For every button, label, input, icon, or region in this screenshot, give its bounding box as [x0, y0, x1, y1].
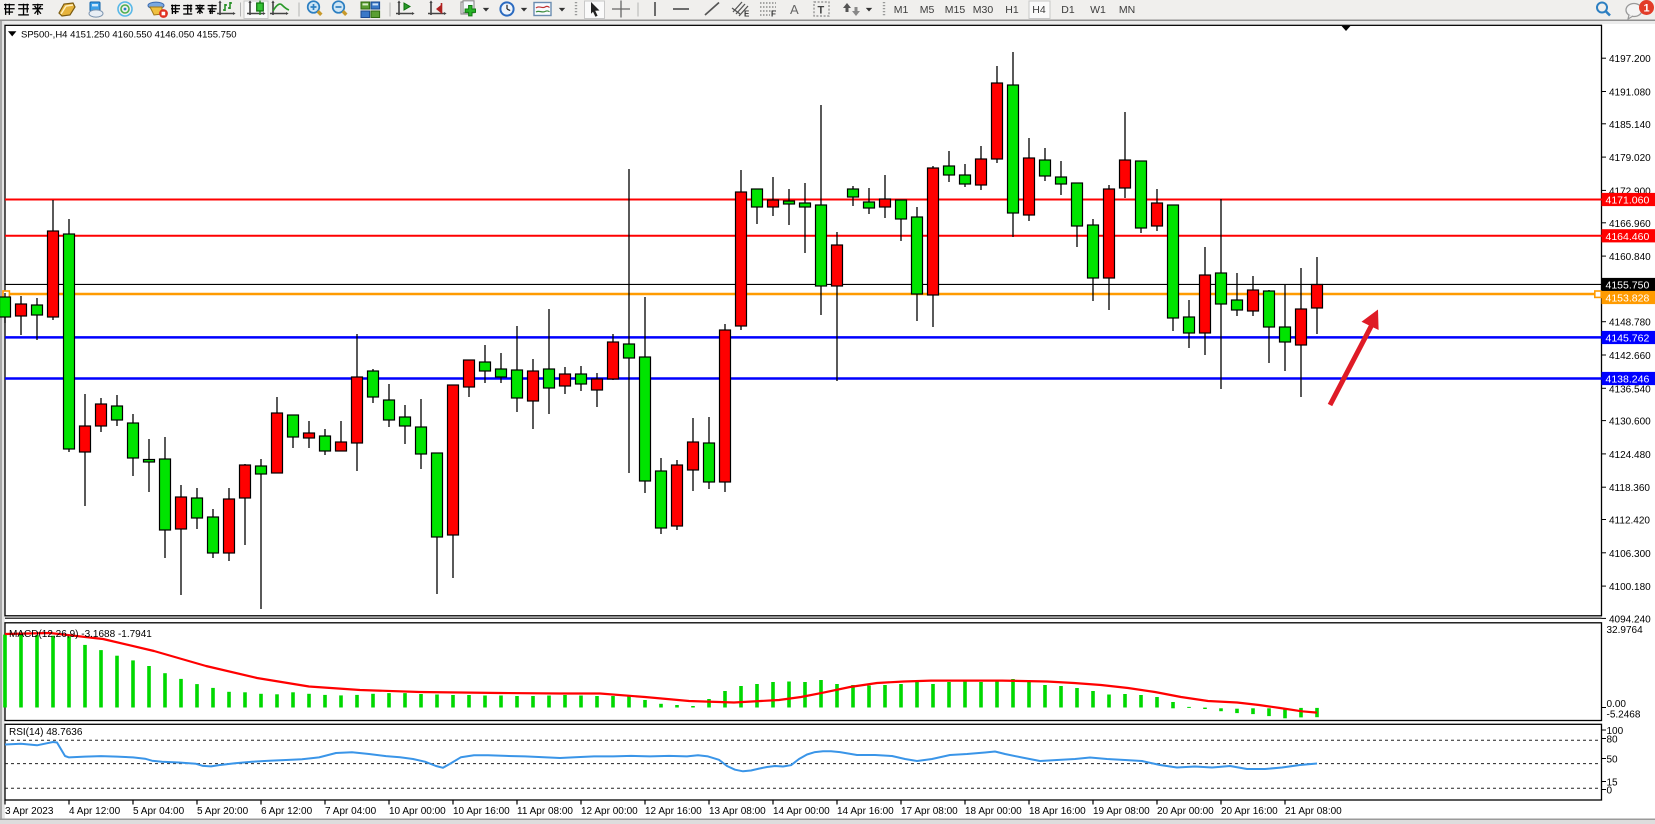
svg-text:4118.360: 4118.360: [1609, 483, 1650, 494]
svg-text:19 Apr 08:00: 19 Apr 08:00: [1093, 806, 1150, 817]
svg-text:50: 50: [1607, 755, 1619, 766]
svg-text:E: E: [744, 10, 750, 19]
svg-text:0: 0: [1607, 786, 1613, 797]
svg-text:12 Apr 00:00: 12 Apr 00:00: [581, 806, 638, 817]
svg-text:12 Apr 16:00: 12 Apr 16:00: [645, 806, 702, 817]
svg-text:10 Apr 16:00: 10 Apr 16:00: [453, 806, 510, 817]
svg-text:T: T: [818, 5, 825, 17]
svg-text:D1: D1: [1061, 4, 1075, 16]
svg-text:11 Apr 08:00: 11 Apr 08:00: [517, 806, 573, 817]
svg-text:0.00: 0.00: [1607, 699, 1627, 710]
svg-text:7 Apr 04:00: 7 Apr 04:00: [325, 806, 377, 817]
svg-text:4179.020: 4179.020: [1609, 153, 1651, 164]
svg-text:4155.750: 4155.750: [1606, 280, 1650, 292]
svg-text:4138.246: 4138.246: [1606, 374, 1650, 386]
svg-text:20 Apr 00:00: 20 Apr 00:00: [1157, 806, 1214, 817]
svg-text:4100.180: 4100.180: [1609, 582, 1651, 593]
svg-text:4145.762: 4145.762: [1606, 333, 1650, 345]
svg-text:4124.480: 4124.480: [1609, 450, 1651, 461]
svg-text:32.9764: 32.9764: [1607, 625, 1644, 636]
svg-text:4094.240: 4094.240: [1609, 614, 1651, 625]
svg-text:21 Apr 08:00: 21 Apr 08:00: [1285, 806, 1342, 817]
svg-text:15: 15: [1607, 778, 1619, 789]
svg-text:M15: M15: [945, 4, 966, 16]
svg-text:MN: MN: [1119, 4, 1135, 16]
svg-text:4191.080: 4191.080: [1609, 88, 1651, 99]
svg-text:4 Apr 12:00: 4 Apr 12:00: [69, 806, 121, 817]
svg-text:10 Apr 00:00: 10 Apr 00:00: [389, 806, 446, 817]
svg-text:M1: M1: [894, 4, 909, 16]
svg-text:4153.828: 4153.828: [1606, 293, 1650, 305]
svg-text:MACD(12,26,9) -3.1688 -1.7941: MACD(12,26,9) -3.1688 -1.7941: [9, 629, 152, 640]
svg-text:F: F: [771, 10, 776, 19]
svg-text:4166.960: 4166.960: [1609, 219, 1651, 230]
svg-text:5 Apr 04:00: 5 Apr 04:00: [133, 806, 185, 817]
svg-text:13 Apr 08:00: 13 Apr 08:00: [709, 806, 766, 817]
svg-text:14 Apr 00:00: 14 Apr 00:00: [773, 806, 830, 817]
svg-text:A: A: [790, 2, 799, 17]
svg-text:80: 80: [1607, 735, 1619, 746]
svg-text:4106.300: 4106.300: [1609, 549, 1651, 560]
svg-text:4130.600: 4130.600: [1609, 417, 1651, 428]
svg-text:4171.060: 4171.060: [1606, 195, 1650, 207]
svg-text:4160.840: 4160.840: [1609, 252, 1651, 263]
svg-text:4197.200: 4197.200: [1609, 54, 1651, 65]
svg-text:18 Apr 16:00: 18 Apr 16:00: [1029, 806, 1086, 817]
svg-text:6 Apr 12:00: 6 Apr 12:00: [261, 806, 313, 817]
svg-text:4142.660: 4142.660: [1609, 351, 1651, 362]
svg-text:17 Apr 08:00: 17 Apr 08:00: [901, 806, 958, 817]
svg-text:M5: M5: [920, 4, 935, 16]
svg-text:SP500-,H4 4151.250 4160.550 4: SP500-,H4 4151.250 4160.550 4146.050 415…: [21, 30, 237, 41]
svg-text:4112.420: 4112.420: [1609, 516, 1650, 527]
svg-text:RSI(14) 48.7636: RSI(14) 48.7636: [9, 727, 83, 738]
svg-text:W1: W1: [1090, 4, 1106, 16]
svg-text:1: 1: [1643, 3, 1649, 15]
svg-text:18 Apr 00:00: 18 Apr 00:00: [965, 806, 1022, 817]
svg-text:14 Apr 16:00: 14 Apr 16:00: [837, 806, 894, 817]
svg-text:4185.140: 4185.140: [1609, 120, 1651, 131]
svg-text:4136.540: 4136.540: [1609, 384, 1651, 395]
svg-text:3 Apr 2023: 3 Apr 2023: [5, 806, 54, 817]
svg-text:100: 100: [1607, 726, 1624, 737]
svg-text:4172.900: 4172.900: [1609, 186, 1651, 197]
svg-text:H1: H1: [1005, 4, 1019, 16]
svg-text:M30: M30: [973, 4, 994, 16]
svg-text:4164.460: 4164.460: [1606, 231, 1650, 243]
svg-text:H4: H4: [1032, 4, 1046, 16]
svg-text:-5.2468: -5.2468: [1607, 710, 1641, 721]
svg-text:20 Apr 16:00: 20 Apr 16:00: [1221, 806, 1278, 817]
svg-text:4148.780: 4148.780: [1609, 318, 1651, 329]
svg-text:5 Apr 20:00: 5 Apr 20:00: [197, 806, 249, 817]
